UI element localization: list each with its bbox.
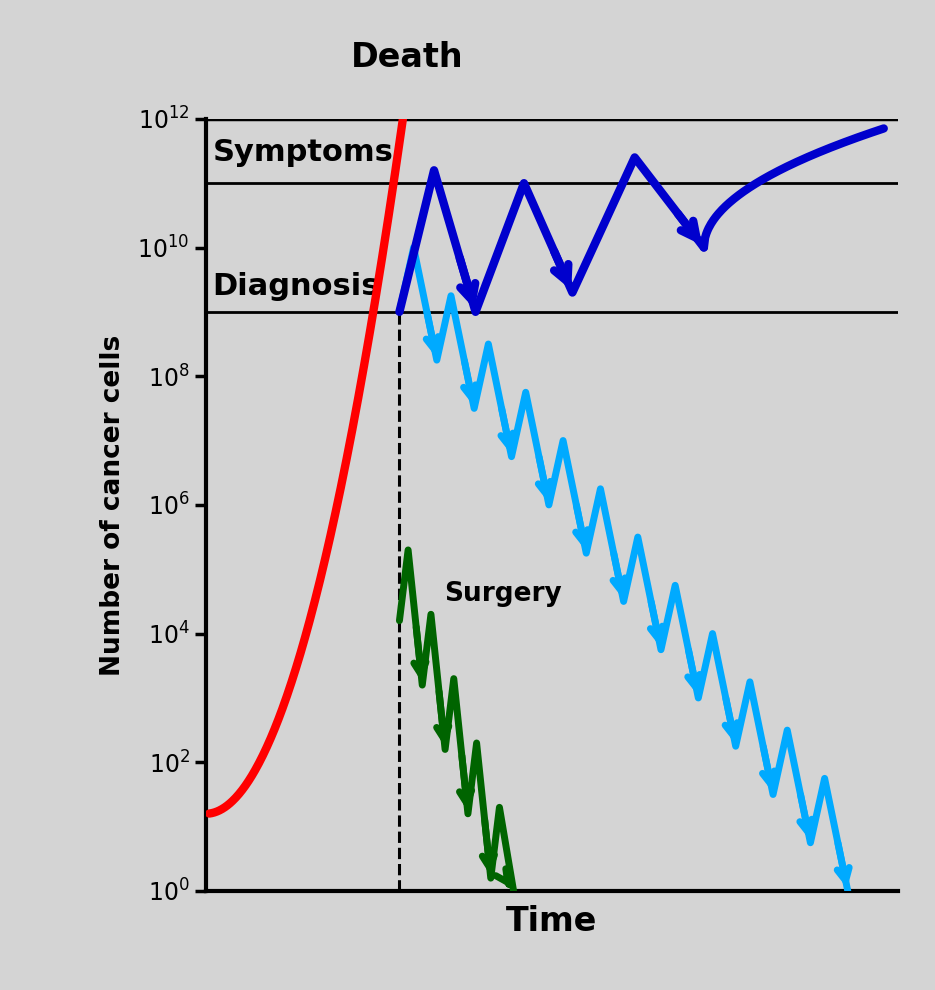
Text: Symptoms: Symptoms	[212, 138, 394, 166]
Text: Death: Death	[351, 41, 464, 74]
Text: Surgery: Surgery	[444, 581, 562, 608]
Text: Diagnosis: Diagnosis	[212, 271, 381, 301]
Y-axis label: Number of cancer cells: Number of cancer cells	[100, 335, 126, 675]
X-axis label: Time: Time	[506, 905, 597, 938]
